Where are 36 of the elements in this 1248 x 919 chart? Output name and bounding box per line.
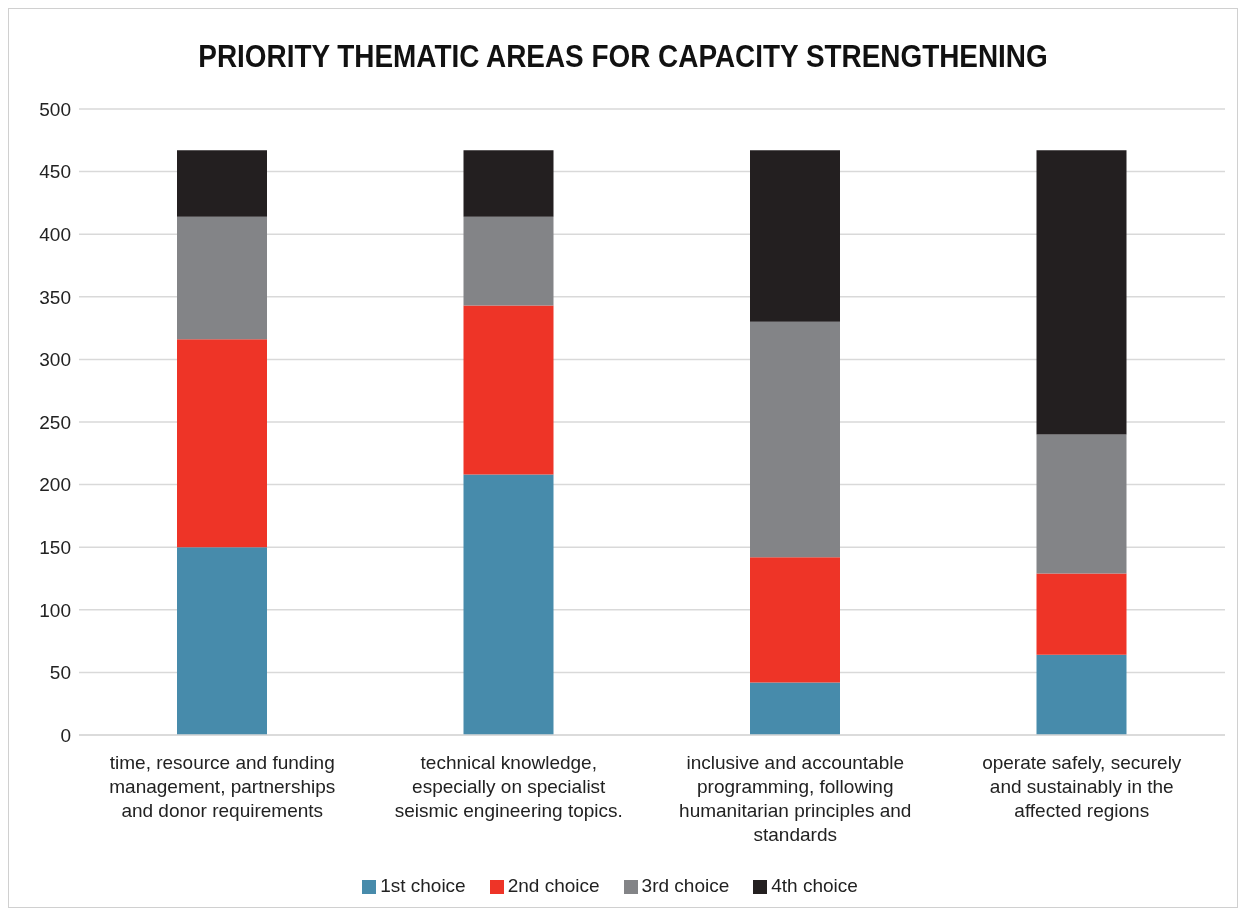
- bar: [177, 216, 267, 340]
- legend-label: 4th choice: [771, 875, 858, 896]
- y-tick-label: 500: [39, 98, 71, 120]
- y-tick-label: 350: [39, 286, 71, 308]
- bar: [463, 216, 554, 306]
- bar: [463, 150, 554, 217]
- bar: [177, 339, 267, 548]
- y-tick-label: 50: [49, 662, 71, 684]
- x-tick-label: technical knowledge, especially on specialist seismic engineering topics.: [394, 752, 623, 821]
- bar: [750, 150, 840, 322]
- chart-title: PRIORITY THEMATIC AREAS FOR CAPACITY STRENGTHENING: [197, 38, 1049, 76]
- y-tick-label: 200: [39, 474, 71, 496]
- legend-label: 3rd choice: [641, 875, 730, 896]
- y-tick-label: 400: [39, 223, 71, 245]
- legend-label: 2nd choice: [507, 875, 600, 896]
- bar: [1036, 150, 1127, 435]
- x-tick-label: time, resource and funding management, partnerships and donor requirements: [109, 752, 336, 821]
- y-tick-label: 450: [39, 161, 71, 183]
- x-tick-label: inclusive and accountable programming, following humanitarian principles and standards: [679, 752, 912, 845]
- bar: [750, 557, 840, 683]
- x-tick-label: operate safely, securely and sustainably in the affected regions: [982, 752, 1182, 821]
- bar: [463, 305, 554, 475]
- y-tick-label: 100: [39, 599, 71, 621]
- y-tick-label: 300: [39, 349, 71, 371]
- y-tick-label: 150: [39, 536, 71, 558]
- bar: [177, 547, 267, 735]
- bar: [463, 474, 554, 735]
- bar: [1036, 573, 1127, 655]
- bar: [177, 150, 267, 217]
- legend-label: 1st choice: [380, 875, 466, 896]
- y-tick-label: 0: [60, 724, 71, 746]
- bar: [750, 682, 840, 735]
- bar: [1036, 434, 1127, 574]
- y-tick-label: 250: [39, 411, 71, 433]
- bar: [1036, 654, 1127, 735]
- bar: [750, 321, 840, 558]
